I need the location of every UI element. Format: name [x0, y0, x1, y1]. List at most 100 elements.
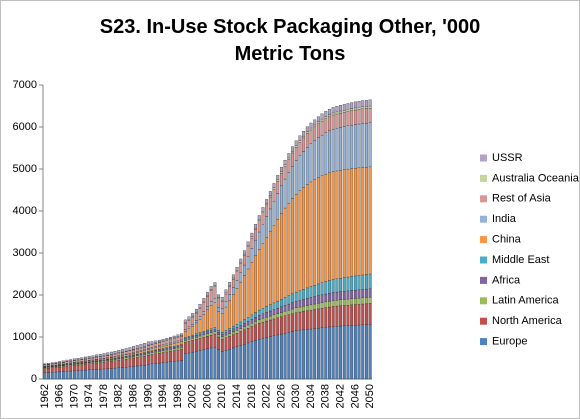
- bar-segment: [316, 308, 320, 329]
- bar-segment: [220, 351, 224, 380]
- bar-segment: [132, 355, 136, 357]
- bar-segment: [254, 227, 257, 230]
- bar-segment: [324, 281, 328, 295]
- bar-segment: [146, 353, 150, 356]
- bar-segment: [250, 248, 254, 263]
- bar-segment: [165, 362, 169, 380]
- bar-segment: [368, 105, 372, 109]
- bar-segment: [265, 317, 269, 322]
- bar-segment: [87, 355, 91, 359]
- bar-segment: [257, 309, 261, 316]
- bar-segment: [194, 320, 198, 324]
- bar-segment: [294, 301, 298, 308]
- bar-segment: [128, 347, 132, 351]
- y-tick-label: 7000: [13, 79, 37, 91]
- bar-segment: [176, 342, 180, 346]
- bar-segment: [161, 352, 165, 363]
- bar-segment: [235, 330, 239, 334]
- bar-segment: [139, 351, 143, 354]
- bar-segment: [283, 305, 287, 312]
- bar-segment: [257, 338, 261, 380]
- bar-segment: [339, 278, 343, 292]
- bar-segment: [246, 342, 250, 380]
- bar-segment: [357, 109, 361, 125]
- bar-segment: [198, 335, 202, 339]
- bar-segment: [246, 317, 250, 322]
- bar-segment: [350, 124, 354, 169]
- bar-segment: [217, 297, 221, 299]
- bar-segment: [346, 298, 350, 306]
- bar-segment: [169, 342, 172, 345]
- bar-segment: [128, 355, 132, 358]
- bar-segment: [194, 335, 198, 338]
- bar-segment: [54, 363, 58, 366]
- bar-segment: [198, 318, 202, 333]
- bar-segment: [257, 215, 261, 220]
- bar-segment: [231, 279, 235, 288]
- bar-segment: [84, 356, 87, 359]
- bar-segment: [331, 129, 335, 172]
- bar-segment: [342, 291, 346, 300]
- bar-segment: [261, 318, 265, 323]
- bar-segment: [302, 151, 306, 188]
- bar-segment: [202, 337, 206, 350]
- bar-segment: [346, 290, 350, 300]
- bar-segment: [228, 328, 232, 331]
- bar-segment: [202, 311, 206, 315]
- bar-segment: [350, 102, 354, 109]
- bar-segment: [69, 361, 73, 364]
- bar-segment: [346, 111, 350, 126]
- bar-segment: [328, 306, 331, 328]
- bar-segment: [357, 304, 361, 326]
- bar-segment: [180, 349, 184, 361]
- bar-segment: [257, 219, 261, 221]
- bar-segment: [135, 352, 139, 355]
- bar-segment: [154, 350, 158, 353]
- bar-segment: [180, 344, 184, 346]
- bar-segment: [165, 338, 169, 341]
- bar-segment: [350, 108, 354, 111]
- bar-segment: [217, 311, 221, 331]
- bar-segment: [272, 183, 276, 188]
- bar-segment: [198, 316, 202, 320]
- bar-segment: [43, 372, 47, 380]
- bar-segment: [176, 360, 180, 380]
- bar-segment: [335, 113, 339, 129]
- bar-segment: [320, 327, 324, 380]
- bar-segment: [220, 313, 224, 333]
- bar-segment: [50, 362, 54, 364]
- x-tick-label: 1974: [83, 384, 95, 408]
- bar-segment: [228, 336, 232, 350]
- bar-segment: [154, 340, 158, 344]
- bar-segment: [84, 369, 87, 380]
- bar-segment: [209, 290, 213, 302]
- bar-segment: [365, 274, 368, 290]
- bar-segment: [305, 147, 309, 185]
- bar-segment: [298, 330, 302, 380]
- bar-segment: [365, 167, 368, 275]
- bar-segment: [302, 311, 306, 331]
- chart-title: S23. In-Use Stock Packaging Other, '000 …: [99, 16, 481, 65]
- bar-segment: [350, 276, 354, 291]
- bar-segment: [228, 330, 232, 334]
- bar-segment: [302, 289, 306, 300]
- bar-segment: [198, 308, 202, 317]
- bar-segment: [150, 351, 154, 353]
- bar-segment: [291, 146, 294, 152]
- bar-segment: [113, 360, 117, 369]
- bar-segment: [206, 348, 209, 380]
- bar-segment: [313, 328, 317, 380]
- bar-segment: [279, 213, 283, 300]
- bar-segment: [254, 324, 257, 341]
- bar-segment: [324, 132, 328, 175]
- bar-segment: [106, 358, 110, 360]
- bar-segment: [283, 315, 287, 334]
- bar-segment: [335, 111, 339, 115]
- legend-swatch: [480, 276, 487, 284]
- bar-segment: [146, 345, 150, 349]
- bar-segment: [265, 237, 269, 307]
- bar-segment: [161, 362, 165, 380]
- bar-segment: [113, 356, 117, 359]
- bar-segment: [150, 348, 154, 351]
- bar-segment: [95, 357, 99, 360]
